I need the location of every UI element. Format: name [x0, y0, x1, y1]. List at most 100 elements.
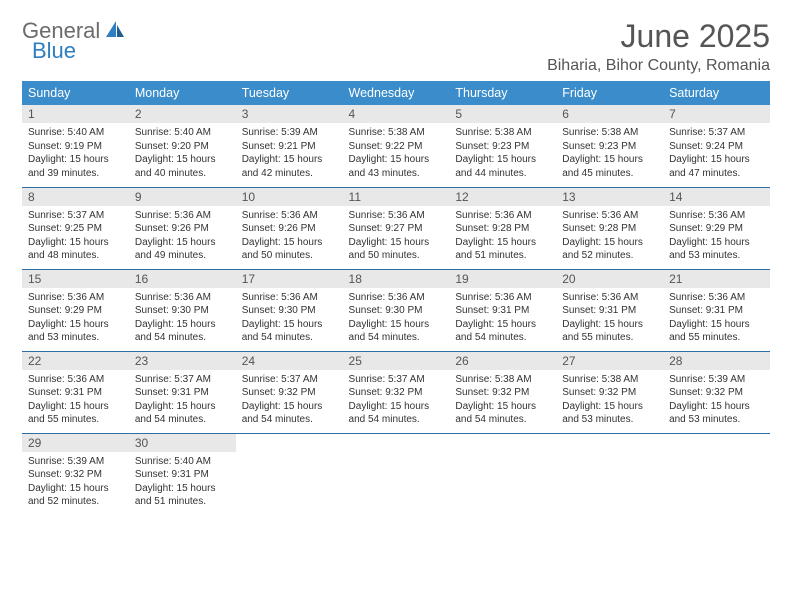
day-details: Sunrise: 5:36 AMSunset: 9:26 PMDaylight:…	[236, 206, 343, 267]
calendar-body: 1Sunrise: 5:40 AMSunset: 9:19 PMDaylight…	[22, 105, 770, 515]
calendar-day-cell: 21Sunrise: 5:36 AMSunset: 9:31 PMDayligh…	[663, 269, 770, 351]
sunset-line: Sunset: 9:32 PM	[349, 386, 444, 400]
daylight-line: Daylight: 15 hours and 54 minutes.	[455, 400, 550, 427]
day-number: 7	[663, 105, 770, 123]
sunset-line: Sunset: 9:32 PM	[242, 386, 337, 400]
sunset-line: Sunset: 9:32 PM	[562, 386, 657, 400]
sunset-line: Sunset: 9:32 PM	[669, 386, 764, 400]
calendar-empty-cell	[556, 433, 663, 515]
day-details: Sunrise: 5:36 AMSunset: 9:28 PMDaylight:…	[556, 206, 663, 267]
daylight-line: Daylight: 15 hours and 51 minutes.	[455, 236, 550, 263]
day-details: Sunrise: 5:37 AMSunset: 9:25 PMDaylight:…	[22, 206, 129, 267]
calendar-day-cell: 25Sunrise: 5:37 AMSunset: 9:32 PMDayligh…	[343, 351, 450, 433]
calendar-day-cell: 12Sunrise: 5:36 AMSunset: 9:28 PMDayligh…	[449, 187, 556, 269]
sunset-line: Sunset: 9:30 PM	[242, 304, 337, 318]
calendar-empty-cell	[663, 433, 770, 515]
sunrise-line: Sunrise: 5:36 AM	[349, 209, 444, 223]
sunrise-line: Sunrise: 5:36 AM	[349, 291, 444, 305]
day-details: Sunrise: 5:36 AMSunset: 9:26 PMDaylight:…	[129, 206, 236, 267]
sunrise-line: Sunrise: 5:39 AM	[669, 373, 764, 387]
day-number: 23	[129, 352, 236, 370]
sunset-line: Sunset: 9:19 PM	[28, 140, 123, 154]
sunrise-line: Sunrise: 5:38 AM	[455, 373, 550, 387]
day-details: Sunrise: 5:37 AMSunset: 9:24 PMDaylight:…	[663, 123, 770, 184]
day-details: Sunrise: 5:40 AMSunset: 9:20 PMDaylight:…	[129, 123, 236, 184]
day-details: Sunrise: 5:38 AMSunset: 9:22 PMDaylight:…	[343, 123, 450, 184]
calendar-empty-cell	[343, 433, 450, 515]
daylight-line: Daylight: 15 hours and 50 minutes.	[349, 236, 444, 263]
sunrise-line: Sunrise: 5:38 AM	[562, 373, 657, 387]
sunrise-line: Sunrise: 5:38 AM	[455, 126, 550, 140]
calendar-day-cell: 20Sunrise: 5:36 AMSunset: 9:31 PMDayligh…	[556, 269, 663, 351]
day-number: 28	[663, 352, 770, 370]
calendar-table: SundayMondayTuesdayWednesdayThursdayFrid…	[22, 81, 770, 515]
sunrise-line: Sunrise: 5:37 AM	[669, 126, 764, 140]
calendar-day-cell: 28Sunrise: 5:39 AMSunset: 9:32 PMDayligh…	[663, 351, 770, 433]
day-number: 6	[556, 105, 663, 123]
sunrise-line: Sunrise: 5:36 AM	[242, 209, 337, 223]
calendar-day-cell: 3Sunrise: 5:39 AMSunset: 9:21 PMDaylight…	[236, 105, 343, 187]
sunset-line: Sunset: 9:26 PM	[135, 222, 230, 236]
sunrise-line: Sunrise: 5:36 AM	[669, 291, 764, 305]
day-number: 26	[449, 352, 556, 370]
day-number: 20	[556, 270, 663, 288]
day-details: Sunrise: 5:36 AMSunset: 9:31 PMDaylight:…	[449, 288, 556, 349]
calendar-day-cell: 14Sunrise: 5:36 AMSunset: 9:29 PMDayligh…	[663, 187, 770, 269]
sunset-line: Sunset: 9:30 PM	[349, 304, 444, 318]
daylight-line: Daylight: 15 hours and 45 minutes.	[562, 153, 657, 180]
day-number: 24	[236, 352, 343, 370]
weekday-header: Friday	[556, 81, 663, 105]
daylight-line: Daylight: 15 hours and 53 minutes.	[28, 318, 123, 345]
day-details: Sunrise: 5:36 AMSunset: 9:29 PMDaylight:…	[663, 206, 770, 267]
day-number: 10	[236, 188, 343, 206]
calendar-day-cell: 13Sunrise: 5:36 AMSunset: 9:28 PMDayligh…	[556, 187, 663, 269]
sunrise-line: Sunrise: 5:36 AM	[28, 291, 123, 305]
weekday-header: Wednesday	[343, 81, 450, 105]
sunrise-line: Sunrise: 5:36 AM	[455, 209, 550, 223]
daylight-line: Daylight: 15 hours and 54 minutes.	[455, 318, 550, 345]
sunrise-line: Sunrise: 5:36 AM	[28, 373, 123, 387]
daylight-line: Daylight: 15 hours and 54 minutes.	[135, 318, 230, 345]
daylight-line: Daylight: 15 hours and 40 minutes.	[135, 153, 230, 180]
daylight-line: Daylight: 15 hours and 43 minutes.	[349, 153, 444, 180]
daylight-line: Daylight: 15 hours and 54 minutes.	[242, 400, 337, 427]
calendar-day-cell: 26Sunrise: 5:38 AMSunset: 9:32 PMDayligh…	[449, 351, 556, 433]
day-details: Sunrise: 5:36 AMSunset: 9:30 PMDaylight:…	[343, 288, 450, 349]
daylight-line: Daylight: 15 hours and 50 minutes.	[242, 236, 337, 263]
day-number: 8	[22, 188, 129, 206]
sunset-line: Sunset: 9:24 PM	[669, 140, 764, 154]
sunset-line: Sunset: 9:20 PM	[135, 140, 230, 154]
header: General June 2025 Biharia, Bihor County,…	[22, 18, 770, 75]
logo-sail-icon	[104, 19, 126, 44]
daylight-line: Daylight: 15 hours and 54 minutes.	[242, 318, 337, 345]
day-number: 13	[556, 188, 663, 206]
calendar-day-cell: 22Sunrise: 5:36 AMSunset: 9:31 PMDayligh…	[22, 351, 129, 433]
sunset-line: Sunset: 9:31 PM	[562, 304, 657, 318]
calendar-day-cell: 6Sunrise: 5:38 AMSunset: 9:23 PMDaylight…	[556, 105, 663, 187]
calendar-day-cell: 27Sunrise: 5:38 AMSunset: 9:32 PMDayligh…	[556, 351, 663, 433]
calendar-day-cell: 11Sunrise: 5:36 AMSunset: 9:27 PMDayligh…	[343, 187, 450, 269]
calendar-week-row: 8Sunrise: 5:37 AMSunset: 9:25 PMDaylight…	[22, 187, 770, 269]
sunset-line: Sunset: 9:31 PM	[135, 468, 230, 482]
weekday-header: Sunday	[22, 81, 129, 105]
logo-blue-row: Blue	[32, 38, 76, 64]
sunset-line: Sunset: 9:25 PM	[28, 222, 123, 236]
calendar-week-row: 29Sunrise: 5:39 AMSunset: 9:32 PMDayligh…	[22, 433, 770, 515]
daylight-line: Daylight: 15 hours and 42 minutes.	[242, 153, 337, 180]
sunrise-line: Sunrise: 5:37 AM	[242, 373, 337, 387]
day-details: Sunrise: 5:38 AMSunset: 9:32 PMDaylight:…	[449, 370, 556, 431]
day-details: Sunrise: 5:37 AMSunset: 9:31 PMDaylight:…	[129, 370, 236, 431]
day-number: 21	[663, 270, 770, 288]
calendar-week-row: 1Sunrise: 5:40 AMSunset: 9:19 PMDaylight…	[22, 105, 770, 187]
calendar-day-cell: 8Sunrise: 5:37 AMSunset: 9:25 PMDaylight…	[22, 187, 129, 269]
day-details: Sunrise: 5:38 AMSunset: 9:32 PMDaylight:…	[556, 370, 663, 431]
sunset-line: Sunset: 9:26 PM	[242, 222, 337, 236]
day-details: Sunrise: 5:36 AMSunset: 9:27 PMDaylight:…	[343, 206, 450, 267]
daylight-line: Daylight: 15 hours and 55 minutes.	[669, 318, 764, 345]
calendar-day-cell: 16Sunrise: 5:36 AMSunset: 9:30 PMDayligh…	[129, 269, 236, 351]
sunset-line: Sunset: 9:22 PM	[349, 140, 444, 154]
calendar-day-cell: 19Sunrise: 5:36 AMSunset: 9:31 PMDayligh…	[449, 269, 556, 351]
sunset-line: Sunset: 9:27 PM	[349, 222, 444, 236]
month-title: June 2025	[547, 18, 770, 55]
calendar-day-cell: 2Sunrise: 5:40 AMSunset: 9:20 PMDaylight…	[129, 105, 236, 187]
